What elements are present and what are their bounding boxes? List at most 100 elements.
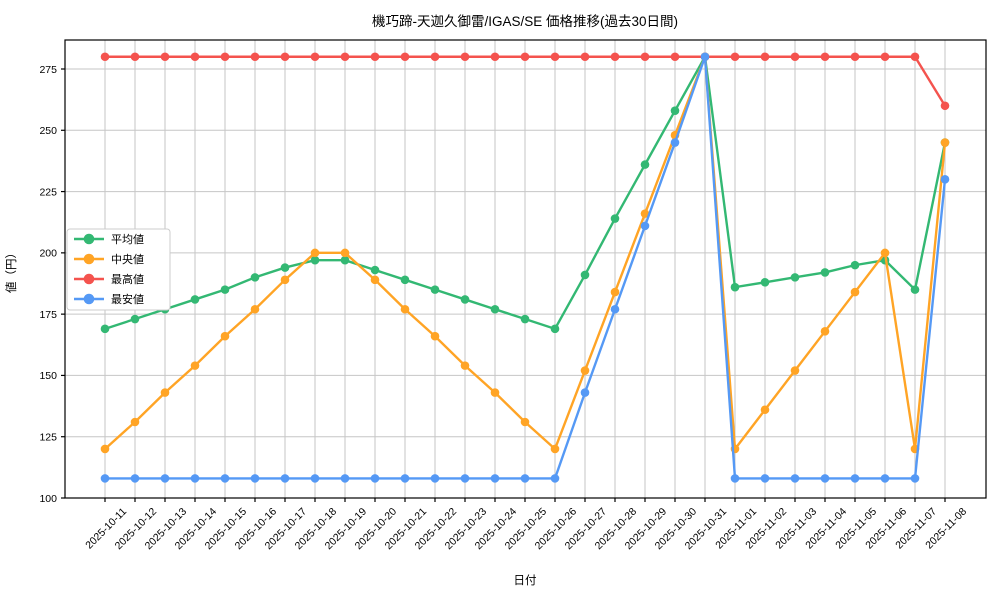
data-point: [460, 474, 470, 483]
data-point: [280, 275, 290, 285]
data-point: [190, 52, 200, 62]
y-tick-label: 275: [39, 64, 57, 76]
legend-box: [66, 228, 171, 311]
data-point: [400, 52, 410, 62]
legend-item-label: 最安値: [111, 292, 144, 306]
y-tick-label: 200: [39, 248, 57, 260]
data-point: [670, 106, 680, 115]
data-point: [190, 474, 200, 483]
data-point: [610, 304, 620, 314]
data-point: [610, 52, 620, 62]
data-point: [430, 331, 440, 341]
data-point: [160, 388, 170, 397]
data-point: [520, 474, 530, 483]
data-point: [940, 175, 950, 184]
data-point: [490, 52, 500, 62]
data-point: [490, 304, 500, 314]
data-point: [520, 52, 530, 62]
data-point: [670, 138, 680, 147]
data-point: [430, 285, 440, 294]
data-point: [640, 221, 650, 231]
data-point: [190, 361, 200, 370]
data-point: [250, 52, 260, 62]
data-point: [250, 273, 260, 282]
series-min: [100, 52, 950, 483]
data-point: [130, 314, 140, 324]
data-point: [250, 304, 260, 314]
data-point: [580, 270, 590, 280]
series-max: [100, 52, 950, 111]
legend-item-label: 平均値: [111, 233, 144, 246]
data-point: [400, 275, 410, 285]
data-point: [880, 52, 890, 62]
data-point: [850, 52, 860, 62]
data-point: [100, 324, 110, 334]
data-point: [730, 282, 740, 292]
legend-marker-dot: [83, 233, 95, 245]
data-point: [850, 474, 860, 483]
legend-item-label: 中央値: [111, 253, 144, 266]
data-point: [160, 52, 170, 62]
data-point: [430, 52, 440, 62]
legend-item-label: 最高値: [111, 272, 144, 286]
data-point: [520, 417, 530, 427]
data-point: [730, 474, 740, 483]
data-point: [190, 295, 200, 304]
data-point: [580, 366, 590, 375]
series-median: [100, 52, 950, 454]
data-point: [610, 287, 620, 297]
y-tick-label: 150: [39, 370, 57, 382]
data-point: [340, 255, 350, 265]
data-point: [550, 444, 560, 454]
data-point: [370, 52, 380, 62]
y-tick-label: 100: [39, 493, 57, 505]
y-tick-label: 250: [39, 125, 57, 137]
data-point: [370, 265, 380, 275]
data-point: [490, 388, 500, 397]
data-point: [820, 327, 830, 336]
data-point: [640, 160, 650, 169]
data-point: [940, 101, 950, 111]
data-point: [310, 474, 320, 483]
data-point: [790, 474, 800, 483]
data-point: [100, 52, 110, 62]
data-point: [820, 474, 830, 483]
data-point: [700, 52, 710, 62]
legend-marker-dot: [83, 273, 95, 285]
y-tick-label: 175: [39, 309, 57, 321]
data-point: [760, 52, 770, 62]
data-point: [760, 474, 770, 483]
data-point: [130, 417, 140, 427]
legend-marker-dot: [83, 253, 95, 265]
data-point: [130, 52, 140, 62]
data-point: [880, 474, 890, 483]
data-point: [220, 285, 230, 294]
data-point: [790, 52, 800, 62]
data-point: [550, 324, 560, 334]
data-point: [370, 275, 380, 285]
data-point: [280, 52, 290, 62]
data-point: [730, 52, 740, 62]
data-point: [460, 295, 470, 304]
data-point: [790, 366, 800, 375]
y-tick-label: 125: [39, 432, 57, 444]
data-point: [820, 52, 830, 62]
data-point: [100, 474, 110, 483]
data-point: [340, 52, 350, 62]
data-point: [910, 52, 920, 62]
data-point: [340, 248, 350, 258]
data-point: [250, 474, 260, 483]
data-point: [640, 52, 650, 62]
data-point: [580, 388, 590, 397]
chart-title: 機巧蹄-天迦久御雷/IGAS/SE 価格推移(過去30日間): [372, 13, 678, 29]
data-point: [400, 474, 410, 483]
data-point: [610, 214, 620, 223]
data-point: [490, 474, 500, 483]
data-point: [400, 304, 410, 314]
data-point: [820, 268, 830, 277]
data-point: [310, 248, 320, 258]
data-point: [550, 474, 560, 483]
